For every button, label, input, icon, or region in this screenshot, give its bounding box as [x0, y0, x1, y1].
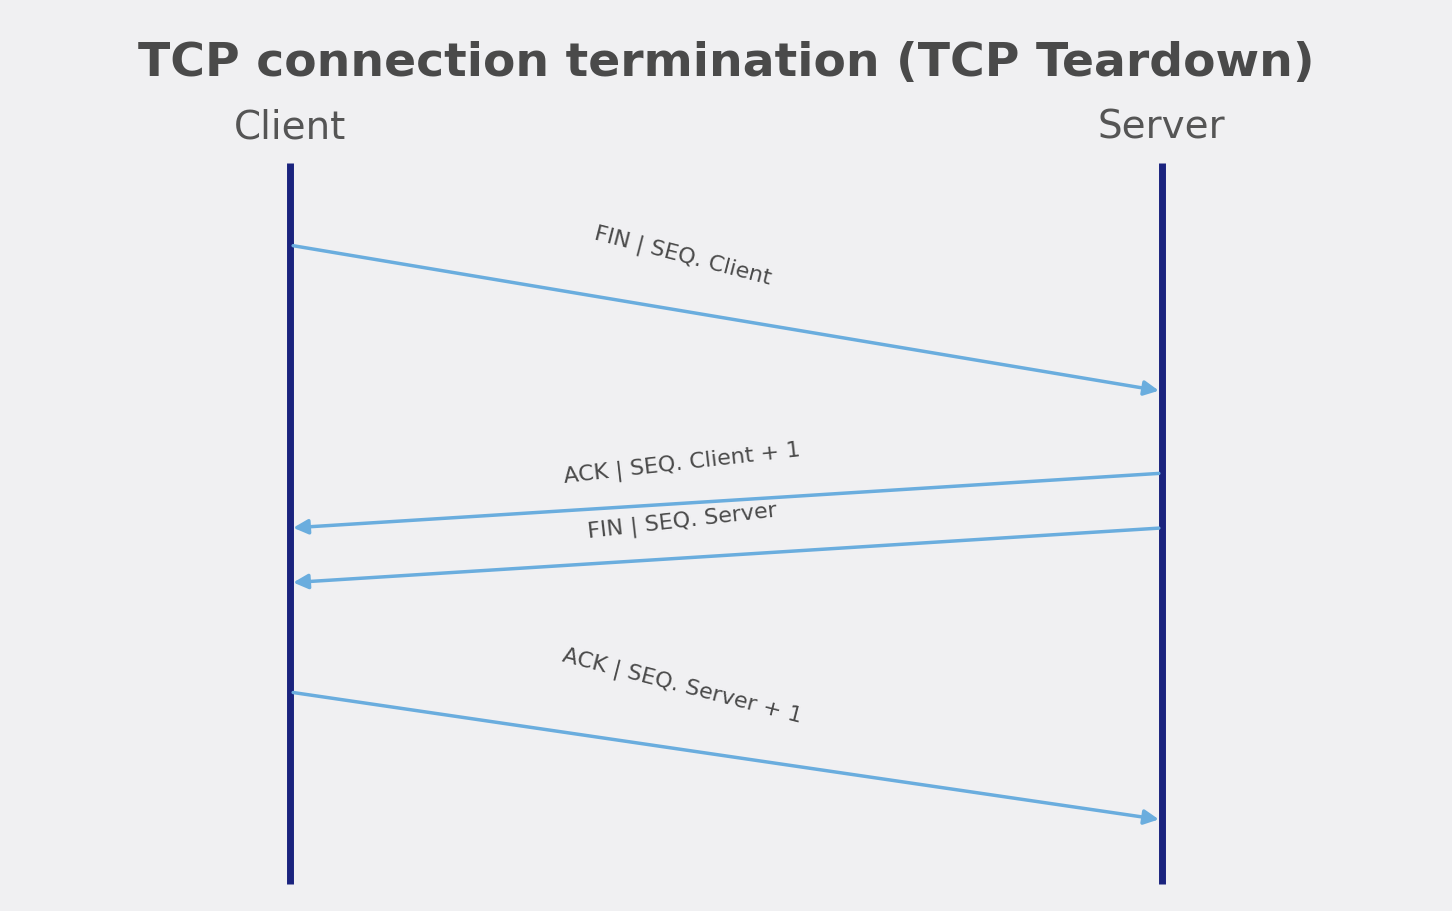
Text: Client: Client	[234, 108, 347, 147]
Text: ACK | SEQ. Client + 1: ACK | SEQ. Client + 1	[563, 439, 802, 487]
Text: Server: Server	[1098, 108, 1225, 147]
Text: TCP connection termination (TCP Teardown): TCP connection termination (TCP Teardown…	[138, 41, 1314, 87]
Text: FIN | SEQ. Server: FIN | SEQ. Server	[587, 499, 778, 542]
Text: FIN | SEQ. Client: FIN | SEQ. Client	[592, 222, 772, 289]
Text: ACK | SEQ. Server + 1: ACK | SEQ. Server + 1	[560, 644, 804, 727]
